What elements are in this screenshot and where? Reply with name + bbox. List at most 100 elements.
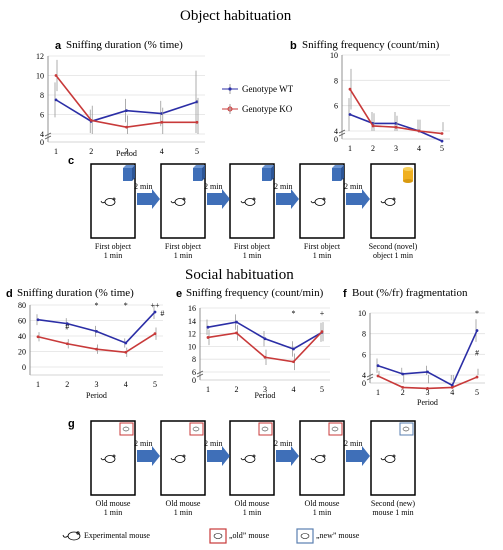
data-point: [36, 318, 40, 322]
x-tick-label: 1: [206, 385, 210, 394]
legend-wt-label: Genotype WT: [242, 84, 294, 94]
x-tick-label: 5: [440, 144, 444, 153]
data-point: [153, 310, 157, 314]
panel-letter-d: d: [6, 288, 13, 300]
mouse-icon: [100, 454, 116, 463]
row-g-caption-5: Second (new) mouse 1 min: [370, 499, 416, 517]
bottom-legend-icons: [62, 528, 314, 544]
x-tick-label: 5: [195, 147, 199, 156]
y-tick-label: 6: [334, 102, 338, 111]
y-tick-label: 8: [40, 91, 44, 100]
row-g-caption-1: Old mouse 1 min: [95, 499, 131, 517]
y-tick-label: 6: [362, 350, 366, 359]
data-point: [450, 386, 454, 389]
data-point: [206, 325, 210, 329]
significance-marker: *: [124, 301, 128, 310]
series-line-0: [377, 330, 478, 387]
data-point: [450, 383, 454, 387]
row-c-caption-4: First object 1 min: [303, 242, 341, 260]
y-tick-label: 40: [18, 332, 26, 341]
data-point: [125, 125, 128, 129]
x-tick-label: 5: [475, 388, 479, 397]
data-point: [426, 387, 429, 390]
x-tick-label: 4: [292, 385, 296, 394]
new-mouse-cage-icon: [399, 422, 414, 436]
y-tick-label: 8: [362, 330, 366, 339]
significance-marker: *: [292, 309, 296, 318]
y-tick-label: 12: [36, 52, 44, 61]
data-point: [125, 109, 128, 112]
legend-ko-label: Genotype KO: [242, 104, 293, 114]
data-point: [235, 331, 238, 335]
y-tick-label: 8: [192, 355, 196, 364]
x-tick-label: 5: [320, 385, 324, 394]
y-tick-label: 6: [192, 368, 196, 377]
old-mouse-cage-icon: [258, 422, 273, 436]
row-g-arrow-label: 2 min: [344, 439, 363, 448]
data-point: [54, 98, 58, 102]
x-axis-label: Period: [116, 149, 137, 158]
x-tick-label: 4: [124, 380, 128, 389]
significance-marker: ++: [150, 301, 160, 310]
arrow-right-icon: [346, 446, 370, 466]
arrow-right-icon: [137, 446, 160, 466]
data-point: [417, 129, 421, 133]
x-axis-label: Period: [255, 391, 276, 400]
data-point: [195, 120, 199, 124]
y-tick-label: 0: [40, 138, 44, 147]
data-point: [292, 360, 295, 364]
x-tick-label: 1: [376, 388, 380, 397]
data-point: [401, 386, 405, 389]
row-c-arrow-label: 2 min: [204, 182, 223, 191]
x-tick-label: 2: [235, 385, 239, 394]
x-tick-label: 2: [89, 147, 93, 156]
mouse-icon: [310, 454, 326, 463]
experimental-mouse-icon: [62, 531, 81, 541]
legend-new-mouse: „new” mouse: [316, 531, 360, 540]
data-point: [54, 74, 58, 77]
arrow-right-icon: [276, 446, 299, 466]
row-c-caption-2: First object 1 min: [164, 242, 202, 260]
social-habituation-title: Social habituation: [185, 267, 294, 283]
y-tick-label: 8: [334, 76, 338, 85]
data-point: [401, 372, 405, 376]
panel-letter-c: c: [68, 155, 75, 167]
significance-marker: *: [475, 309, 479, 318]
panel-d-title: Sniffing duration (% time): [17, 287, 134, 299]
row-g-arrow-label: 2 min: [134, 439, 153, 448]
data-point: [475, 329, 479, 332]
x-tick-label: 3: [125, 147, 129, 156]
data-point: [263, 355, 267, 359]
x-tick-label: 2: [401, 388, 405, 397]
row-c-caption-1: First object 1 min: [94, 242, 132, 260]
data-point: [475, 375, 479, 379]
x-tick-label: 1: [54, 147, 58, 156]
data-point: [160, 120, 164, 124]
y-tick-label: 10: [358, 309, 366, 318]
panel-a-title: Sniffing duration (% time): [66, 39, 183, 51]
row-c-arrow-label: 2 min: [344, 182, 363, 191]
y-tick-label: 0: [22, 363, 26, 372]
y-tick-label: 4: [362, 371, 366, 380]
x-tick-label: 3: [263, 385, 267, 394]
row-g-caption-3: Old mouse 1 min: [234, 499, 270, 517]
data-point: [206, 336, 210, 339]
x-tick-label: 1: [36, 380, 40, 389]
old-mouse-cage-icon: [189, 422, 204, 436]
x-tick-label: 2: [65, 380, 69, 389]
arrow-right-icon: [207, 446, 230, 466]
data-point: [371, 124, 375, 128]
data-point: [124, 341, 128, 345]
significance-marker: #: [160, 309, 164, 318]
y-tick-label: 16: [188, 304, 196, 313]
arrow-right-icon: [207, 189, 230, 209]
x-tick-label: 5: [153, 380, 157, 389]
y-tick-label: 0: [362, 379, 366, 388]
mouse-icon: [170, 197, 186, 206]
arrow-right-icon: [346, 189, 370, 209]
mouse-icon: [170, 454, 186, 463]
row-c-arrow-label: 2 min: [274, 182, 293, 191]
x-tick-label: 2: [371, 144, 375, 153]
old-mouse-cage-icon: [119, 422, 134, 436]
